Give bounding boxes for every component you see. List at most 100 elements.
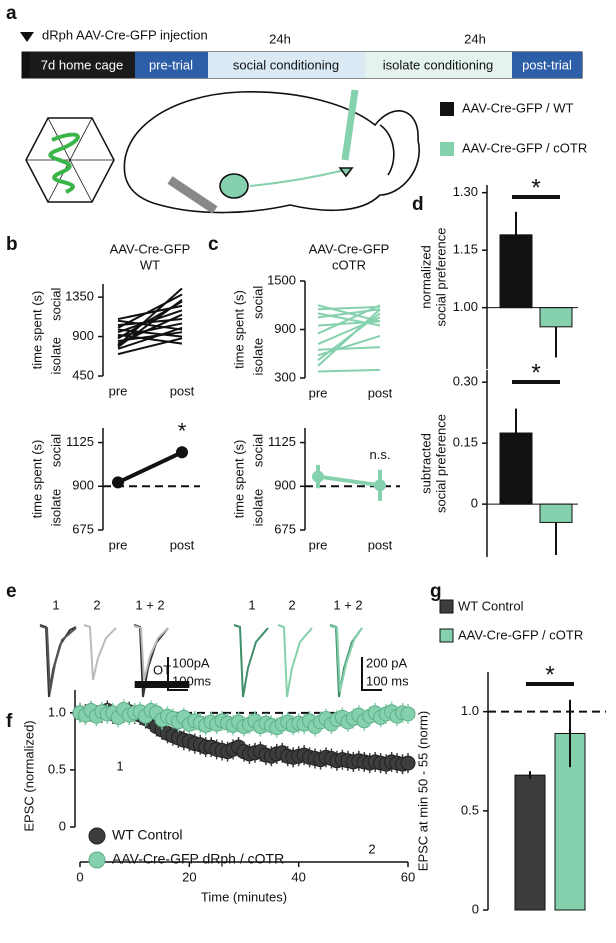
timeline-segment — [30, 52, 135, 78]
trace-label: 1 — [52, 597, 59, 612]
trace-label: 1 — [248, 597, 255, 612]
legend-label: AAV-Cre-GFP / cOTR — [462, 140, 587, 155]
y-tick-label: 1.0 — [461, 703, 479, 718]
point-label: 1 — [116, 758, 123, 773]
y-tick-label: 1.30 — [453, 184, 478, 199]
legend-marker — [88, 851, 106, 869]
treatment-label: OT — [153, 662, 171, 677]
panel-letter: b — [6, 234, 18, 255]
annotation: * — [545, 661, 554, 688]
legend-marker — [88, 827, 106, 845]
x-tick-label: 40 — [291, 869, 305, 884]
mean-line — [317, 474, 381, 488]
annotation: * — [531, 174, 540, 201]
subject-line — [117, 319, 183, 331]
y-tick-label: 900 — [72, 328, 94, 343]
y-tick-label: 900 — [274, 321, 296, 336]
x-tick-label: post — [368, 385, 393, 400]
scale-label: 100pA — [172, 655, 210, 670]
data-point — [400, 706, 416, 722]
trace-label: 1 + 2 — [135, 597, 164, 612]
bar — [539, 307, 573, 328]
subject-line — [317, 312, 381, 327]
treatment-bar — [134, 681, 190, 688]
y-axis-label: time spent (s) — [29, 440, 44, 519]
y-tick-label: 1125 — [268, 434, 296, 449]
scale-bar — [361, 657, 382, 691]
subject-line — [317, 304, 381, 323]
y-axis-label: time spent (s) — [29, 291, 44, 370]
y-tick-label: 0 — [471, 496, 478, 511]
legend-label: AAV-Cre-GFP dRph / cOTR — [112, 851, 284, 867]
chart-title: AAV-Cre-GFP — [309, 241, 390, 256]
y-axis-label: time spent (s) — [231, 290, 246, 369]
y-tick-label: 1.00 — [453, 299, 478, 314]
x-tick-label: post — [170, 537, 195, 552]
y-axis-label: social — [250, 286, 265, 319]
y-tick-label: 0.15 — [453, 435, 478, 450]
panel-letter: d — [412, 194, 424, 215]
x-tick-label: 60 — [401, 869, 415, 884]
y-axis-label: social preference — [433, 228, 448, 327]
legend-swatch — [440, 102, 454, 116]
scale-bar — [167, 657, 188, 691]
subject-line — [117, 333, 183, 345]
bar — [514, 774, 546, 911]
duration-label: 24h — [269, 31, 291, 46]
mean-point — [176, 446, 188, 459]
mean-point — [312, 470, 324, 483]
scale-label: 100 ms — [366, 673, 409, 688]
bar — [499, 432, 533, 505]
subject-line — [317, 368, 381, 373]
subject-line — [117, 318, 183, 327]
y-axis-label: social — [48, 288, 63, 321]
injection-arrow — [20, 32, 34, 42]
y-tick-label: 450 — [72, 367, 94, 382]
y-axis-label: isolate — [48, 337, 63, 375]
y-axis-label: isolate — [250, 338, 265, 376]
legend-label: AAV-Cre-GFP / cOTR — [458, 627, 583, 642]
panel-letter: g — [430, 581, 442, 602]
chart-title: WT — [140, 257, 160, 272]
y-tick-label: 1.0 — [48, 704, 66, 719]
subject-line — [317, 316, 381, 345]
y-axis-label: social — [250, 434, 265, 467]
segment-label: pre-trial — [149, 57, 193, 72]
y-tick-label: 675 — [72, 521, 94, 536]
legend-swatch — [439, 599, 454, 614]
trace-label: 2 — [93, 597, 100, 612]
panel-letter: a — [6, 3, 17, 24]
x-tick-label: post — [368, 537, 393, 552]
y-axis-label: social preference — [433, 414, 448, 513]
timeline-segment — [208, 52, 365, 78]
annotation: * — [178, 418, 187, 443]
x-tick-label: 0 — [76, 869, 83, 884]
receptor-schematic — [25, 117, 115, 203]
subject-line — [317, 335, 381, 357]
x-tick-label: 20 — [182, 869, 196, 884]
subject-line — [117, 298, 183, 348]
timeline-segment — [365, 52, 512, 78]
x-tick-label: pre — [309, 385, 328, 400]
brain-schematic — [123, 89, 420, 214]
x-tick-label: pre — [109, 383, 128, 398]
legend-swatch — [439, 628, 454, 643]
segment-label: isolate conditioning — [383, 57, 494, 72]
y-axis-label: isolate — [250, 489, 265, 527]
y-axis-label: isolate — [48, 489, 63, 527]
point-label: 2 — [368, 841, 375, 856]
legend-label: AAV-Cre-GFP / WT — [462, 100, 574, 115]
data-point — [400, 755, 416, 771]
subject-line — [117, 322, 183, 338]
y-tick-label: 1125 — [66, 434, 94, 449]
timeline-start — [22, 52, 30, 78]
segment-label: 7d home cage — [41, 57, 123, 72]
chart-title: AAV-Cre-GFP — [110, 241, 191, 256]
y-tick-label: 0.5 — [461, 802, 479, 817]
bar — [539, 503, 573, 523]
mean-point — [374, 479, 386, 492]
scale-label: 200 pA — [366, 655, 408, 670]
y-tick-label: 1.15 — [453, 242, 478, 257]
y-tick-label: 900 — [274, 478, 296, 493]
